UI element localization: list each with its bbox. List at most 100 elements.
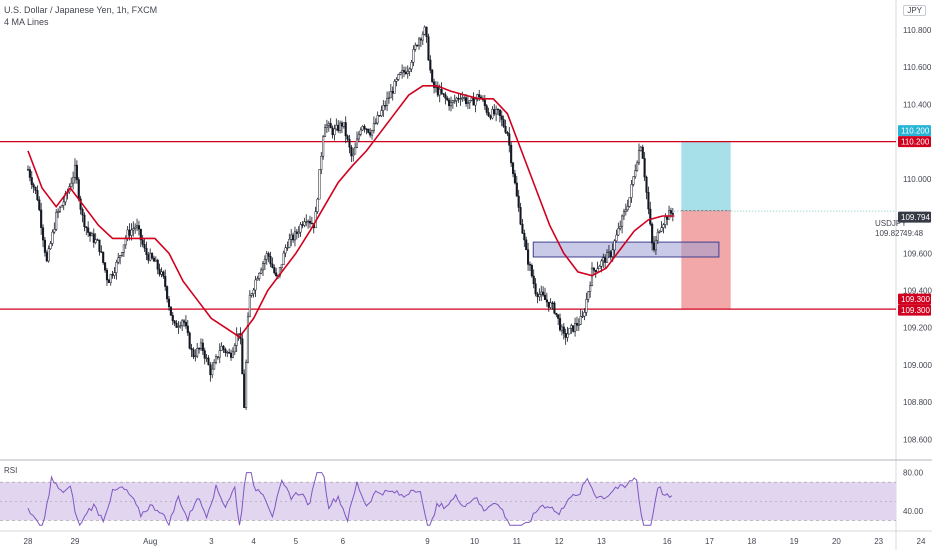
- candle-body: [245, 361, 248, 408]
- candle-body: [292, 234, 295, 241]
- candle-body: [305, 221, 308, 223]
- candle-body: [288, 239, 291, 248]
- candle-body: [590, 267, 594, 286]
- candle-body: [558, 318, 562, 331]
- candle-body: [149, 253, 152, 261]
- candle-body: [243, 373, 246, 408]
- chart-title: U.S. Dollar / Japanese Yen, 1h, FXCM: [4, 5, 158, 15]
- candle-body: [290, 234, 293, 240]
- candle-body: [660, 227, 663, 232]
- stop-zone: [681, 210, 731, 310]
- candle-body: [57, 211, 60, 213]
- candle-body: [470, 97, 473, 101]
- candle-body: [250, 293, 253, 296]
- y-tick-label: 108.800: [903, 398, 932, 407]
- candle-body: [419, 38, 422, 41]
- candle-body: [511, 162, 515, 174]
- candle-body: [575, 323, 579, 326]
- candle-body: [32, 184, 35, 188]
- indicator-label: 4 MA Lines: [4, 17, 49, 27]
- candle-body: [72, 176, 75, 184]
- candle-body: [645, 176, 648, 193]
- candle-body: [77, 179, 80, 200]
- candle-body: [581, 315, 584, 318]
- candle-body: [363, 126, 366, 130]
- candle-body: [252, 289, 255, 295]
- y-tick-label: 109.000: [903, 361, 932, 370]
- y-tick-label: 108.600: [903, 435, 932, 444]
- candle-body: [233, 345, 236, 353]
- x-tick-label: Aug: [143, 537, 157, 546]
- candle-body: [431, 69, 434, 83]
- candle-body: [587, 291, 590, 300]
- candle-body: [547, 301, 550, 308]
- candle-body: [376, 115, 379, 124]
- candle-body: [286, 247, 289, 249]
- symbol-price-label: USDJPY 109.827: [875, 219, 932, 239]
- candle-body: [417, 38, 421, 46]
- candle-body: [436, 86, 439, 96]
- candle-body: [344, 122, 347, 137]
- candle-body: [145, 247, 148, 255]
- candle-body: [241, 338, 244, 375]
- candle-body: [453, 100, 456, 102]
- candle-body: [656, 231, 659, 241]
- candle-body: [171, 315, 174, 322]
- candle-body: [404, 71, 407, 74]
- symbol-name: USDJPY: [875, 219, 907, 228]
- candle-body: [205, 357, 208, 360]
- candle-body: [449, 102, 453, 107]
- candle-body: [83, 214, 86, 228]
- candle-body: [654, 239, 657, 251]
- candle-body: [352, 153, 355, 157]
- candle-body: [220, 345, 223, 351]
- candle-body: [370, 130, 374, 136]
- candle-body: [258, 273, 261, 279]
- candle-body: [609, 251, 612, 257]
- candle-body: [102, 251, 105, 263]
- candle-body: [425, 26, 428, 37]
- candle-body: [463, 97, 466, 99]
- candle-body: [619, 226, 622, 229]
- candle-body: [628, 197, 631, 207]
- candle-body: [493, 109, 496, 115]
- candle-body: [190, 348, 193, 351]
- x-tick-label: 9: [425, 537, 430, 546]
- candle-body: [444, 94, 447, 99]
- candle-body: [399, 72, 402, 75]
- candle-body: [147, 254, 150, 261]
- candle-body: [406, 71, 409, 74]
- x-tick-label: 24: [917, 537, 926, 546]
- candle-body: [564, 332, 567, 338]
- candle-body: [487, 112, 490, 117]
- candle-body: [209, 364, 212, 376]
- axis-price-tag: [898, 136, 931, 148]
- y-tick-label: 110.000: [903, 175, 932, 184]
- candle-body: [160, 271, 163, 275]
- candle-body: [527, 249, 530, 265]
- candle-body: [433, 81, 436, 88]
- x-tick-label: 13: [597, 537, 606, 546]
- candle-body: [333, 128, 336, 136]
- candle-body: [634, 170, 637, 177]
- candle-body: [119, 255, 122, 259]
- candle-body: [630, 184, 633, 198]
- candle-body: [177, 326, 180, 328]
- candle-body: [98, 239, 101, 252]
- candle-body: [451, 100, 454, 103]
- candle-body: [55, 212, 58, 230]
- candle-body: [669, 210, 673, 214]
- candle-body: [474, 98, 477, 106]
- currency-button[interactable]: JPY: [903, 5, 926, 16]
- candle-body: [100, 251, 103, 253]
- candle-body: [387, 97, 391, 99]
- candle-body: [602, 257, 605, 262]
- candle-body: [641, 146, 644, 159]
- moving-average-line: [27, 85, 675, 339]
- candle-body: [382, 105, 385, 111]
- candle-body: [38, 199, 41, 211]
- candle-body: [393, 81, 396, 94]
- candle-body: [386, 98, 389, 106]
